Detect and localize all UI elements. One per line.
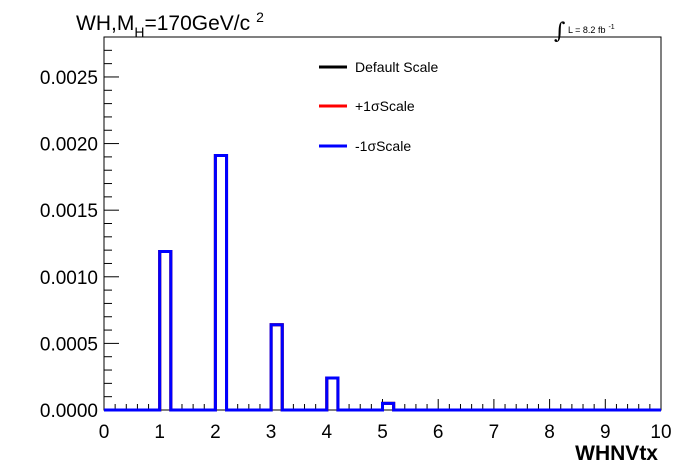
y-tick-label: 0.0010 <box>40 268 98 289</box>
x-tick-label: 0 <box>99 422 110 443</box>
histogram-line-2 <box>104 154 661 412</box>
title-subscript: H <box>134 24 144 40</box>
title-prefix: WH,M <box>76 12 134 35</box>
x-tick-label: 7 <box>489 422 500 443</box>
y-tick-label: 0.0005 <box>40 334 98 355</box>
y-tick-label: 0.0015 <box>40 201 98 222</box>
legend-label-3: -1σScale <box>355 138 411 154</box>
lumi-superscript: -1 <box>608 24 614 31</box>
lumi-integral-symbol: ∫ <box>554 19 566 44</box>
x-tick-label: 6 <box>433 422 444 443</box>
legend: Default Scale +1σScale -1σScale <box>319 59 438 154</box>
title-superscript: 2 <box>256 9 264 25</box>
chart-title: WH,MH=170GeV/c 2 <box>76 9 264 40</box>
x-axis: 0 1 2 3 4 5 6 7 8 9 10 <box>99 399 672 443</box>
x-tick-label: 1 <box>154 422 165 443</box>
y-tick-label: 0.0025 <box>40 68 98 89</box>
histogram-line-1 <box>104 154 661 412</box>
title-suffix: =170GeV/c <box>144 12 250 35</box>
x-tick-label: 5 <box>377 422 388 443</box>
y-tick-label: 0.0000 <box>40 401 98 422</box>
x-tick-label: 3 <box>266 422 277 443</box>
y-axis: 0.0000 0.0005 0.0010 0.0015 0.0020 0.0025 <box>40 36 119 422</box>
x-axis-label: WHNVtx <box>575 442 658 465</box>
histogram-line-3 <box>104 154 661 412</box>
legend-label-2: +1σScale <box>355 98 415 114</box>
y-tick-label: 0.0020 <box>40 135 98 156</box>
x-tick-label: 10 <box>650 422 671 443</box>
lumi-label: L = 8.2 fb -1 <box>568 24 615 35</box>
histogram-series <box>104 154 661 412</box>
plot-frame <box>103 36 662 411</box>
lumi-text: L = 8.2 fb <box>568 25 605 35</box>
x-tick-label: 2 <box>210 422 221 443</box>
x-tick-label: 9 <box>600 422 611 443</box>
x-tick-label: 8 <box>544 422 555 443</box>
x-tick-label: 4 <box>322 422 333 443</box>
legend-label-1: Default Scale <box>355 59 438 75</box>
